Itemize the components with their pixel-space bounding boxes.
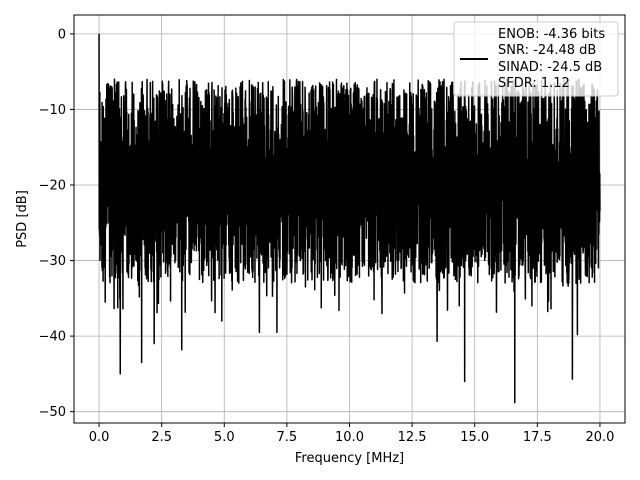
legend-sfdr: SFDR: 1.12 <box>498 76 570 91</box>
x-tick-label: 20.0 <box>585 430 614 445</box>
y-tick-label: −40 <box>39 330 66 345</box>
y-tick-label: −20 <box>39 179 66 194</box>
x-tick-label: 12.5 <box>398 430 427 445</box>
x-tick-label: 0.0 <box>89 430 110 445</box>
y-axis-label: PSD [dB] <box>15 190 30 248</box>
psd-series-line <box>98 33 601 404</box>
legend-enob: ENOB: -4.36 bits <box>498 27 605 42</box>
x-tick-label: 2.5 <box>151 430 172 445</box>
y-tick-label: 0 <box>58 27 66 42</box>
y-tick-label: −10 <box>39 103 66 118</box>
y-tick-label: −50 <box>39 405 66 420</box>
x-tick-label: 7.5 <box>277 430 298 445</box>
axis-ticks: 0.0 2.5 5.0 7.5 10.0 12.5 15.0 17.5 20.0 0 −10 −20 −… <box>39 27 615 445</box>
legend-snr: SNR: -24.48 dB <box>498 43 596 58</box>
legend: ENOB: -4.36 bits SNR: -24.48 dB SINAD: -… <box>453 21 619 97</box>
x-tick-label: 15.0 <box>460 430 489 445</box>
y-tick-label: −30 <box>39 254 66 269</box>
legend-sinad: SINAD: -24.5 dB <box>498 60 602 75</box>
x-axis-label: Frequency [MHz] <box>295 451 404 466</box>
x-tick-label: 17.5 <box>523 430 552 445</box>
x-tick-label: 10.0 <box>335 430 364 445</box>
x-tick-label: 5.0 <box>214 430 235 445</box>
plot-area <box>98 33 601 404</box>
legend-box <box>453 21 619 97</box>
